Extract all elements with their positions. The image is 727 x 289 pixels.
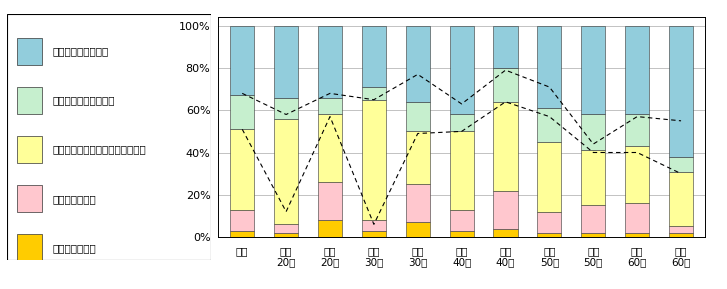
Bar [669,26,693,157]
Bar [274,98,298,119]
Bar [449,131,474,210]
Bar [449,210,474,231]
Bar [625,26,649,114]
Bar [274,233,298,237]
Bar [581,233,606,237]
Bar [669,157,693,171]
Bar [406,184,430,222]
Bar [406,26,430,102]
Bar [537,212,561,233]
Bar [362,220,386,231]
Bar [318,182,342,220]
Text: あまり利用したくない: あまり利用したくない [52,95,115,105]
Bar [406,102,430,131]
Bar [669,233,693,237]
Bar [537,142,561,212]
Bar [581,150,606,205]
Bar [494,229,518,237]
Bar [537,108,561,142]
Bar [625,146,649,203]
Bar [669,226,693,233]
Bar [669,171,693,226]
Bar [318,114,342,182]
Bar [494,102,518,190]
Bar [406,131,430,184]
Bar [581,26,606,114]
Bar [318,220,342,237]
Bar [274,119,298,224]
Bar [449,26,474,114]
Bar [274,26,298,98]
Bar [230,129,254,210]
Bar [581,205,606,233]
Bar [449,231,474,237]
Bar [537,26,561,108]
Bar [362,26,386,87]
Bar [230,231,254,237]
Bar [537,233,561,237]
Bar [406,222,430,237]
Bar [625,203,649,233]
Bar [318,98,342,114]
Text: どちらともいえない・わからない: どちらともいえない・わからない [52,144,146,155]
Bar [230,95,254,129]
Bar [230,210,254,231]
Bar [449,114,474,131]
Bar [494,190,518,229]
Text: 全く利用したくない: 全く利用したくない [52,46,108,56]
Bar [17,38,42,65]
Bar [17,234,42,261]
Bar [362,100,386,220]
Bar [318,26,342,98]
Bar [625,114,649,146]
Bar [17,185,42,212]
Bar [230,26,254,95]
Text: ぜひ利用したい: ぜひ利用したい [52,243,96,253]
Bar [494,68,518,102]
Bar [625,233,649,237]
Bar [274,224,298,233]
Bar [362,231,386,237]
Bar [17,136,42,163]
Bar [494,26,518,68]
Text: まあ利用したい: まあ利用したい [52,194,96,204]
Bar [581,114,606,150]
Bar [17,87,42,114]
Bar [362,87,386,100]
